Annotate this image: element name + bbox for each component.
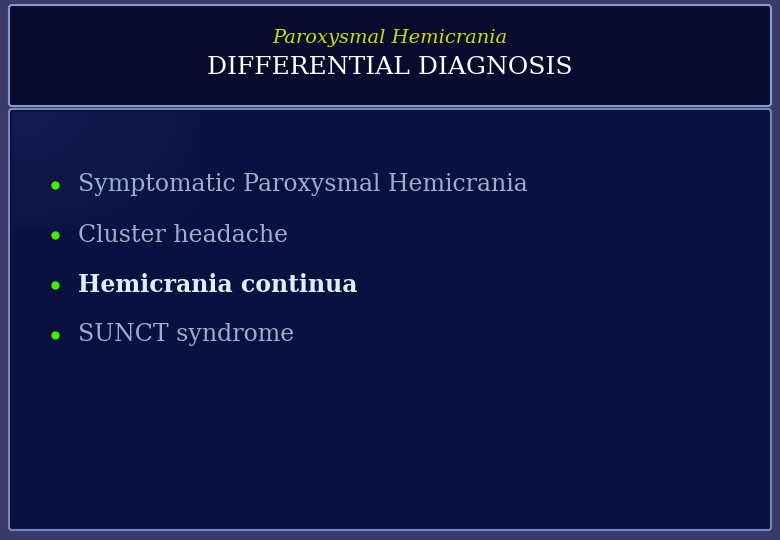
Text: DIFFERENTIAL DIAGNOSIS: DIFFERENTIAL DIAGNOSIS: [207, 57, 573, 79]
Text: Paroxysmal Hemicrania: Paroxysmal Hemicrania: [272, 29, 508, 47]
Text: Cluster headache: Cluster headache: [78, 224, 288, 246]
Text: Symptomatic Paroxysmal Hemicrania: Symptomatic Paroxysmal Hemicrania: [78, 173, 528, 197]
FancyBboxPatch shape: [9, 5, 771, 106]
Text: Hemicrania continua: Hemicrania continua: [78, 273, 357, 297]
FancyBboxPatch shape: [9, 109, 771, 530]
Text: SUNCT syndrome: SUNCT syndrome: [78, 323, 294, 347]
